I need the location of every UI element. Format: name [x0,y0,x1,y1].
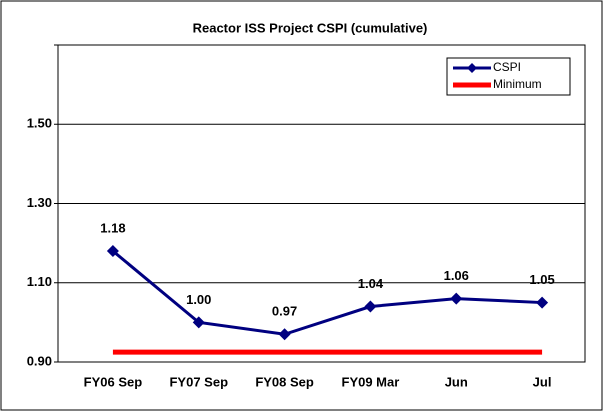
legend-marker [467,63,477,73]
x-tick-label: Jul [533,374,552,389]
data-label: 0.97 [272,304,297,319]
plot-area [57,44,586,363]
chart-title: Reactor ISS Project CSPI (cumulative) [193,20,428,35]
data-label: 1.05 [529,272,554,287]
x-tick-label: FY07 Sep [169,374,228,389]
data-label: 1.00 [186,292,211,307]
y-tick-label: 1.10 [27,274,52,289]
data-label: 1.06 [444,268,469,283]
data-label: 1.18 [100,220,125,235]
marker [536,296,549,309]
data-label: 1.04 [358,276,384,291]
y-tick-label: 1.50 [27,116,52,131]
legend-box [446,57,571,96]
x-tick-label: Jun [445,374,468,389]
marker [192,316,205,329]
marker [106,245,119,258]
marker [450,292,463,305]
data-line [111,249,543,336]
x-tick-label: FY06 Sep [84,374,143,389]
legend-label: CSPI [493,60,521,74]
marker [278,328,291,341]
legend-label: Minimum [493,77,542,91]
y-tick-label: 1.30 [27,195,52,210]
x-tick-label: FY08 Sep [255,374,314,389]
y-tick-label: 0.90 [27,353,52,368]
marker [364,300,377,313]
x-tick-label: FY09 Mar [342,374,400,389]
